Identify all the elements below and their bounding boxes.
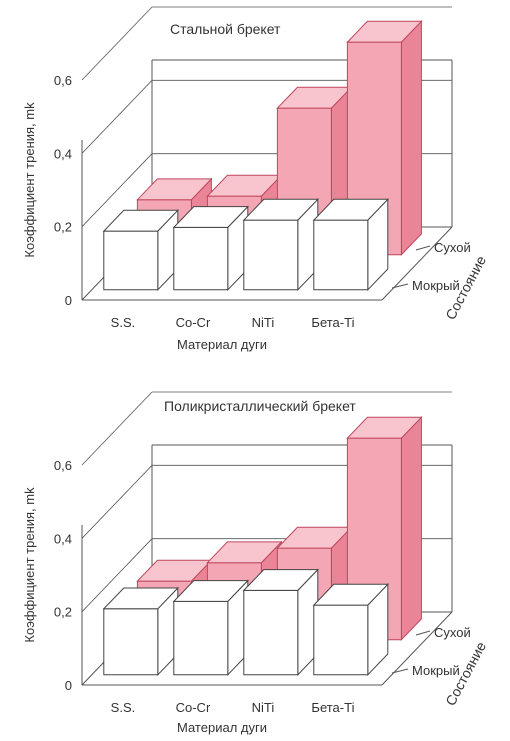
x-tick-label: S.S. <box>111 315 136 330</box>
bar-side-face <box>400 20 422 256</box>
bar-front-face <box>173 600 229 676</box>
x-tick-label: S.S. <box>111 700 136 715</box>
bar-top-face <box>312 583 389 606</box>
bar-wet-niti <box>242 198 319 292</box>
bar-wet-co-cr <box>172 205 249 292</box>
bar-wet-co-cr <box>172 579 249 677</box>
bar-side-face <box>400 416 422 641</box>
x-tick-label: NiTi <box>252 315 275 330</box>
gridline-left <box>81 153 153 227</box>
bar-front-face <box>243 589 299 676</box>
depth-tick <box>391 283 409 289</box>
labels-group: Поликристаллический брекет Коэффициент т… <box>22 398 489 735</box>
bar-wet-niti <box>242 568 319 677</box>
depth-tick-label: Мокрый <box>412 278 460 293</box>
bar-top-face <box>206 541 283 564</box>
bar-wet-бета-ti <box>312 583 389 677</box>
x-tick-label: Бета-Ti <box>311 700 354 715</box>
bar-top-face <box>102 587 179 610</box>
left-top-edge <box>82 60 152 140</box>
x-axis-label: Материал дуги <box>177 337 267 352</box>
bar-top-face <box>312 198 389 221</box>
gridline-left <box>81 391 153 466</box>
depth-tick-label: Мокрый <box>412 663 460 678</box>
bar-front-face <box>173 226 229 291</box>
bar-wet-s-s- <box>102 586 179 677</box>
bars-group <box>102 20 423 292</box>
bar-top-face <box>102 209 179 232</box>
y-tick-label: 0,4 <box>54 146 72 161</box>
bar-top-face <box>346 20 423 43</box>
x-axis-label: Материал дуги <box>177 720 267 735</box>
bar-top-face <box>242 569 319 591</box>
x-tick-label: NiTi <box>252 700 275 715</box>
bar-top-face <box>242 198 319 221</box>
gridline-left <box>81 80 153 154</box>
y-tick-label: 0 <box>65 678 72 693</box>
gridline-left <box>81 538 153 612</box>
x-tick-label: Co-Cr <box>176 315 211 330</box>
bar-front-face <box>103 608 159 676</box>
chart-panel-steel: 0 0,2 0,4 0,6 Стальной брекет Коэффициент т… <box>22 6 489 352</box>
bar-front-face <box>313 219 369 291</box>
bars-group <box>102 416 423 677</box>
x-tick-label: Co-Cr <box>176 700 211 715</box>
left-top-edge <box>82 445 152 525</box>
depth-tick <box>415 630 431 636</box>
y-axis-label: Коэффициент трения, mk <box>22 102 37 258</box>
gridline-left <box>81 6 153 81</box>
x-tick-label: Бета-Ti <box>311 315 354 330</box>
y-tick-label: 0,6 <box>54 73 72 88</box>
y-tick-label: 0,2 <box>54 605 72 620</box>
bar-top-face <box>172 580 249 602</box>
depth-tick-label: Сухой <box>434 240 471 255</box>
bar-front-face <box>313 604 369 676</box>
chart-panel-polycrystalline: 0 0,2 0,4 0,6 Поликристаллический брекет Ко… <box>22 391 489 735</box>
chart-title: Стальной брекет <box>170 21 281 37</box>
gridline-left <box>81 465 153 539</box>
y-tick-label: 0 <box>65 293 72 308</box>
bar-top-face <box>172 206 249 228</box>
depth-tick-label: Сухой <box>434 625 471 640</box>
bar-wet-s-s- <box>102 209 179 292</box>
depth-tick <box>415 245 431 251</box>
bar-front-face <box>103 230 159 291</box>
bar-top-face <box>136 178 213 201</box>
y-tick-label: 0,4 <box>54 531 72 546</box>
depth-tick <box>391 668 409 674</box>
y-tick-label: 0,6 <box>54 458 72 473</box>
bar-wet-бета-ti <box>312 198 389 292</box>
chart-title: Поликристаллический брекет <box>164 398 356 414</box>
bar-front-face <box>243 219 299 291</box>
bar-top-face <box>346 416 423 439</box>
y-axis-label: Коэффициент трения, mk <box>22 487 37 643</box>
y-tick-label: 0,2 <box>54 220 72 235</box>
